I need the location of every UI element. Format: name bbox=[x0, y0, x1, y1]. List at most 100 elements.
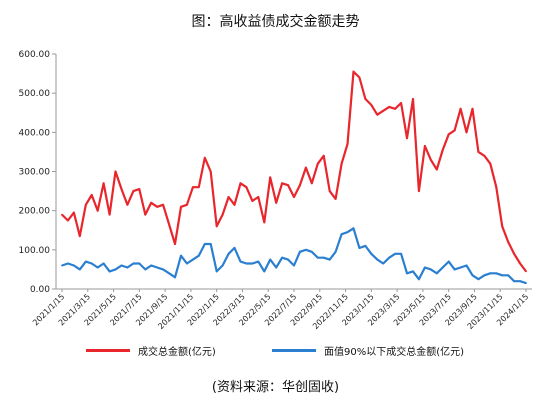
data-point-below90 bbox=[126, 266, 129, 269]
data-point-total bbox=[340, 162, 343, 165]
data-point-total bbox=[435, 168, 438, 171]
data-point-total bbox=[400, 102, 402, 104]
data-point-below90 bbox=[352, 227, 355, 230]
data-point-below90 bbox=[287, 258, 289, 261]
data-point-total bbox=[67, 219, 69, 222]
data-point-below90 bbox=[346, 231, 349, 234]
data-point-total bbox=[370, 104, 373, 106]
data-point-below90 bbox=[186, 262, 188, 265]
data-point-total bbox=[263, 221, 266, 224]
data-point-total bbox=[257, 196, 260, 198]
data-point-total bbox=[376, 113, 379, 116]
data-point-below90 bbox=[376, 258, 379, 261]
data-point-below90 bbox=[358, 247, 361, 249]
legend-item-below90: 面值90%以下成交总金额(亿元) bbox=[272, 343, 464, 358]
data-point-total bbox=[394, 107, 396, 110]
data-point-total bbox=[447, 133, 450, 136]
data-point-below90 bbox=[429, 268, 432, 271]
series-line-below90 bbox=[61, 227, 527, 285]
data-point-below90 bbox=[174, 276, 176, 279]
data-point-below90 bbox=[73, 264, 75, 267]
data-point-total bbox=[192, 186, 194, 189]
y-tick-label: 200.00 bbox=[19, 207, 51, 217]
data-point-total bbox=[251, 200, 254, 202]
data-point-total bbox=[132, 190, 135, 193]
chart-title: 图：高收益债成交金额走势 bbox=[191, 14, 360, 30]
data-point-total bbox=[406, 137, 408, 140]
data-point-below90 bbox=[477, 278, 480, 281]
data-point-total bbox=[96, 209, 99, 212]
data-point-below90 bbox=[180, 254, 182, 257]
data-point-below90 bbox=[447, 260, 450, 263]
data-point-total bbox=[239, 182, 242, 185]
data-point-below90 bbox=[90, 262, 93, 265]
data-point-total bbox=[73, 211, 75, 214]
data-point-below90 bbox=[388, 256, 391, 259]
data-point-below90 bbox=[489, 272, 492, 275]
data-point-below90 bbox=[84, 260, 87, 263]
legend-label-below90: 面值90%以下成交总金额(亿元) bbox=[324, 347, 465, 358]
data-point-total bbox=[441, 149, 444, 151]
data-point-total bbox=[322, 154, 325, 157]
y-tick-label: 100.00 bbox=[19, 246, 51, 256]
data-point-total bbox=[233, 203, 236, 206]
data-point-total bbox=[364, 98, 367, 100]
data-point-below90 bbox=[263, 270, 266, 273]
data-point-below90 bbox=[370, 252, 373, 255]
data-point-below90 bbox=[471, 274, 474, 277]
data-point-total bbox=[352, 70, 355, 73]
data-point-below90 bbox=[418, 278, 420, 281]
data-point-below90 bbox=[203, 243, 206, 245]
data-point-below90 bbox=[221, 264, 224, 267]
data-point-total bbox=[275, 201, 278, 204]
data-point-below90 bbox=[239, 260, 242, 263]
data-point-total bbox=[156, 205, 159, 208]
data-point-below90 bbox=[102, 262, 105, 265]
data-point-total bbox=[114, 170, 117, 173]
data-point-total bbox=[126, 203, 129, 206]
series-line-total bbox=[61, 70, 527, 273]
data-point-below90 bbox=[525, 282, 527, 284]
y-tick-label: 0.00 bbox=[30, 285, 50, 295]
data-point-below90 bbox=[168, 272, 171, 275]
data-point-total bbox=[507, 241, 510, 243]
series-group bbox=[61, 70, 527, 285]
data-point-below90 bbox=[156, 266, 159, 269]
data-point-below90 bbox=[364, 245, 367, 247]
data-point-total bbox=[418, 190, 420, 193]
data-point-total bbox=[358, 76, 361, 79]
data-point-total bbox=[429, 158, 432, 161]
data-point-below90 bbox=[513, 280, 515, 283]
data-point-total bbox=[305, 166, 307, 169]
data-point-below90 bbox=[305, 248, 307, 251]
data-point-below90 bbox=[459, 266, 462, 269]
data-point-total bbox=[281, 182, 283, 185]
data-point-total bbox=[120, 188, 123, 191]
data-point-below90 bbox=[310, 250, 313, 253]
data-point-below90 bbox=[114, 268, 117, 271]
data-point-total bbox=[501, 225, 504, 228]
data-point-below90 bbox=[519, 280, 521, 283]
data-point-total bbox=[412, 98, 414, 100]
y-tick-label: 500.00 bbox=[19, 89, 51, 99]
data-point-total bbox=[287, 184, 289, 187]
data-point-below90 bbox=[245, 262, 248, 265]
data-point-total bbox=[310, 182, 313, 185]
data-point-total bbox=[489, 162, 492, 165]
data-point-total bbox=[346, 143, 349, 146]
data-point-below90 bbox=[453, 268, 456, 271]
data-point-total bbox=[471, 107, 474, 110]
data-point-total bbox=[203, 156, 206, 159]
data-point-total bbox=[162, 203, 165, 206]
data-point-total bbox=[382, 109, 385, 112]
data-point-total bbox=[269, 176, 272, 179]
legend-swatch-total bbox=[86, 349, 130, 352]
data-point-total bbox=[209, 170, 212, 173]
data-point-total bbox=[108, 213, 111, 216]
data-point-below90 bbox=[483, 274, 486, 277]
data-point-total bbox=[78, 235, 81, 238]
data-point-total bbox=[328, 190, 331, 193]
data-point-total bbox=[477, 151, 480, 153]
y-tick-label: 600.00 bbox=[19, 50, 51, 60]
